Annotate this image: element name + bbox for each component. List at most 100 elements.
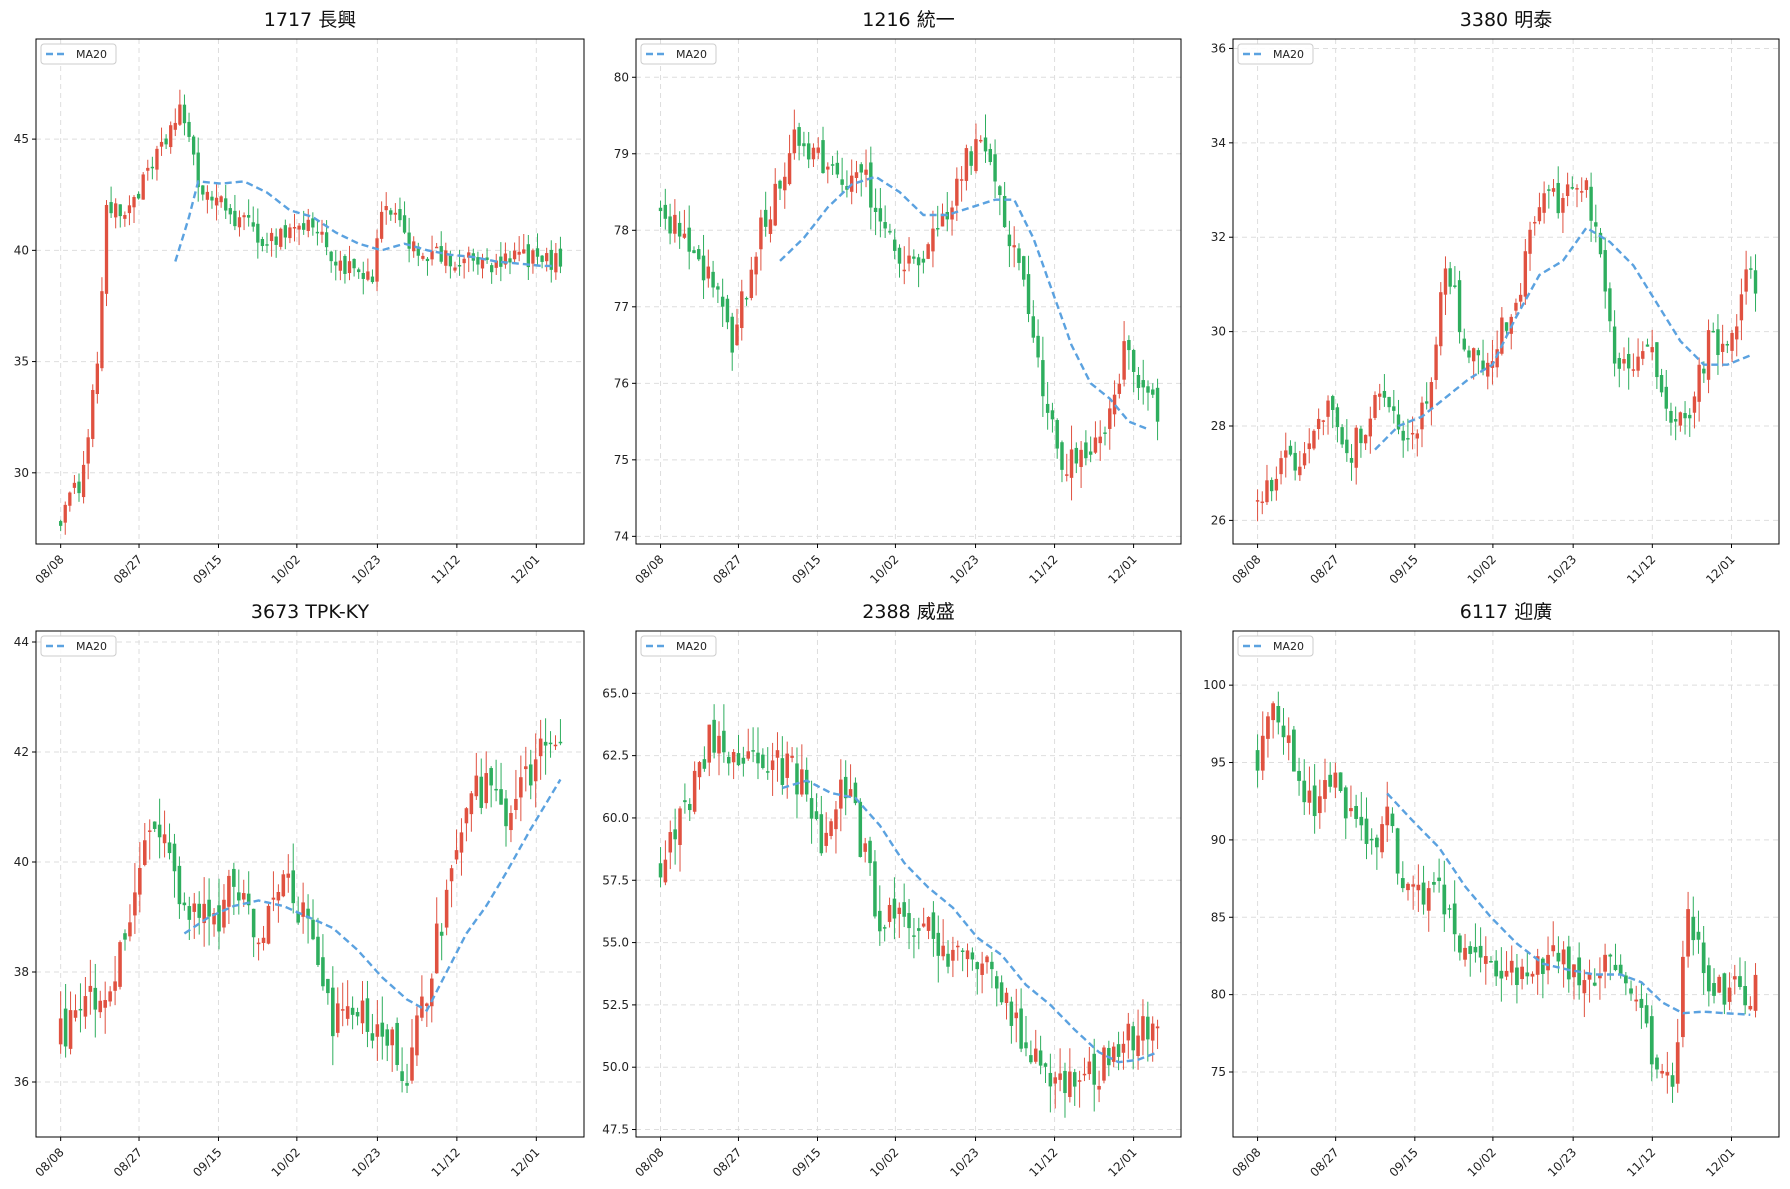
candle-body — [508, 258, 512, 263]
candle-body — [217, 905, 221, 932]
candle-body — [1712, 983, 1716, 996]
candle-body — [1471, 348, 1476, 362]
candle-body — [224, 198, 228, 211]
x-tick-label: 08/27 — [111, 1145, 145, 1179]
candle-body — [147, 830, 152, 832]
candle-body — [1146, 386, 1150, 393]
candle-body — [892, 239, 897, 251]
candle-body — [389, 210, 393, 215]
candle-body — [519, 777, 523, 798]
candle-body — [1112, 394, 1117, 415]
candle-body — [785, 753, 789, 778]
candle-body — [279, 228, 283, 247]
y-tick-label: 30 — [14, 466, 29, 480]
candle-body — [86, 437, 90, 464]
candle-body — [1673, 419, 1678, 422]
candle-body — [136, 193, 141, 199]
x-axis: 08/08 08/27 09/15 10/02 10/23 11/12 12/01 — [632, 544, 1140, 587]
candle-body — [494, 788, 498, 791]
candle-body — [839, 779, 843, 809]
candle-body — [746, 751, 750, 759]
candle-body — [682, 233, 687, 238]
candle-body — [1411, 884, 1416, 887]
y-axis: 74 75 76 77 78 79 80 — [614, 70, 636, 543]
candle-body — [1260, 501, 1264, 504]
candle-body — [1432, 881, 1436, 885]
candle-body — [1473, 946, 1478, 953]
candle-body — [1483, 956, 1488, 964]
candle-body — [1645, 344, 1650, 347]
plot-frame — [1232, 630, 1780, 1138]
y-tick-label: 85 — [1211, 910, 1226, 924]
candle-body — [1415, 433, 1419, 439]
candle-body — [469, 793, 474, 815]
candle-body — [104, 204, 109, 294]
candle-body — [1293, 452, 1297, 471]
x-tick-label: 12/01 — [1105, 552, 1139, 586]
candle-body — [712, 719, 716, 753]
candle-body — [1696, 931, 1701, 940]
candle-body — [138, 867, 142, 895]
candle-body — [1701, 942, 1706, 974]
x-axis: 08/08 08/27 09/15 10/02 10/23 11/12 12/01 — [1229, 1137, 1738, 1180]
candle-body — [1598, 232, 1603, 255]
candle-body — [1093, 437, 1098, 453]
candle-body — [1092, 1053, 1096, 1085]
chart-panel: 1216 統一 74 75 76 77 78 79 80 08/08 08/27 09/15 10/0… — [614, 9, 1182, 587]
candle-body — [688, 804, 692, 811]
candle-body — [479, 776, 484, 808]
candle-body — [1462, 338, 1466, 350]
candle-body — [1038, 1050, 1043, 1066]
candle-body — [370, 276, 375, 283]
candle-body — [449, 868, 454, 882]
candle-body — [1582, 980, 1587, 994]
candle-body — [1396, 414, 1401, 430]
candle-body — [1467, 350, 1471, 358]
candle-body — [1126, 1023, 1131, 1041]
candle-body — [1603, 954, 1607, 972]
x-tick-label: 10/02 — [867, 552, 901, 586]
candle-body — [1452, 903, 1457, 935]
candle-body — [480, 259, 485, 269]
candle-body — [228, 208, 232, 215]
candle-body — [692, 250, 696, 254]
x-tick-label: 08/27 — [111, 552, 145, 586]
candle-body — [1406, 438, 1410, 440]
grid — [36, 39, 584, 544]
candle-body — [819, 814, 824, 854]
candle-body — [490, 265, 494, 273]
candle-body — [887, 904, 892, 922]
candle-body — [912, 935, 916, 937]
candle-body — [951, 949, 955, 961]
x-tick-label: 12/01 — [1105, 1145, 1139, 1179]
chart-title: 3380 明泰 — [1460, 9, 1552, 31]
candle-body — [512, 250, 517, 260]
candle-body — [1570, 187, 1575, 189]
candle-body — [740, 291, 744, 329]
candle-body — [806, 143, 811, 160]
candle-body — [538, 738, 543, 757]
candle-body — [1392, 406, 1396, 411]
candle-body — [1364, 818, 1369, 844]
candle-body — [1007, 234, 1012, 247]
candle-body — [1453, 285, 1457, 288]
candle-body — [276, 891, 281, 901]
candle-body — [926, 244, 930, 259]
chart-panel: 1717 長興 30 35 40 45 08/08 08/27 09/15 10/02 10/23… — [14, 9, 585, 587]
candle-body — [1255, 500, 1260, 502]
candle-body — [1345, 439, 1349, 454]
candle-body — [848, 789, 853, 797]
candle-body — [1266, 716, 1270, 739]
candle-body — [543, 741, 548, 746]
candle-body — [375, 238, 379, 282]
candle-body — [212, 912, 216, 925]
candle-body — [1012, 245, 1016, 248]
y-tick-label: 60.0 — [602, 811, 629, 825]
legend-label: MA20 — [676, 48, 707, 61]
candle-body — [730, 316, 734, 353]
candle-body — [246, 893, 251, 906]
candle-body — [1603, 250, 1607, 292]
candle-body — [1053, 1077, 1057, 1084]
candle-body — [1328, 774, 1333, 787]
y-axis: 75 80 85 90 95 100 — [1203, 678, 1233, 1079]
